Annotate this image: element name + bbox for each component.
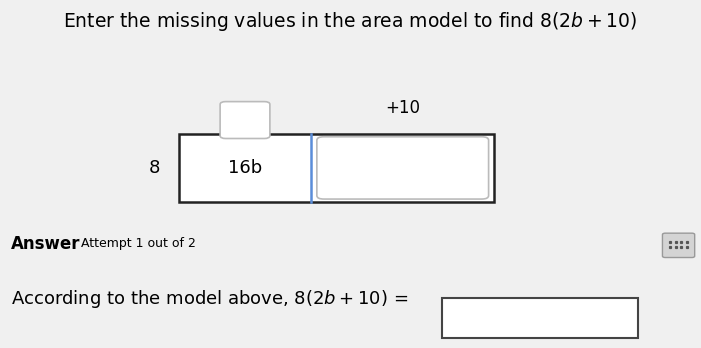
Text: Enter the missing values in the area model to find $8(2b+10)$: Enter the missing values in the area mod… — [63, 10, 638, 33]
Bar — [442, 298, 638, 338]
Text: Answer: Answer — [11, 235, 80, 253]
Bar — [179, 134, 494, 202]
FancyBboxPatch shape — [662, 233, 695, 258]
Text: 16b: 16b — [228, 159, 262, 177]
FancyBboxPatch shape — [317, 137, 489, 199]
Text: 8: 8 — [149, 159, 160, 177]
Text: +10: +10 — [386, 99, 420, 117]
Text: Attempt 1 out of 2: Attempt 1 out of 2 — [81, 237, 196, 250]
FancyBboxPatch shape — [220, 102, 270, 139]
Text: According to the model above, $8(2b+10)$ =: According to the model above, $8(2b+10)$… — [11, 288, 408, 310]
